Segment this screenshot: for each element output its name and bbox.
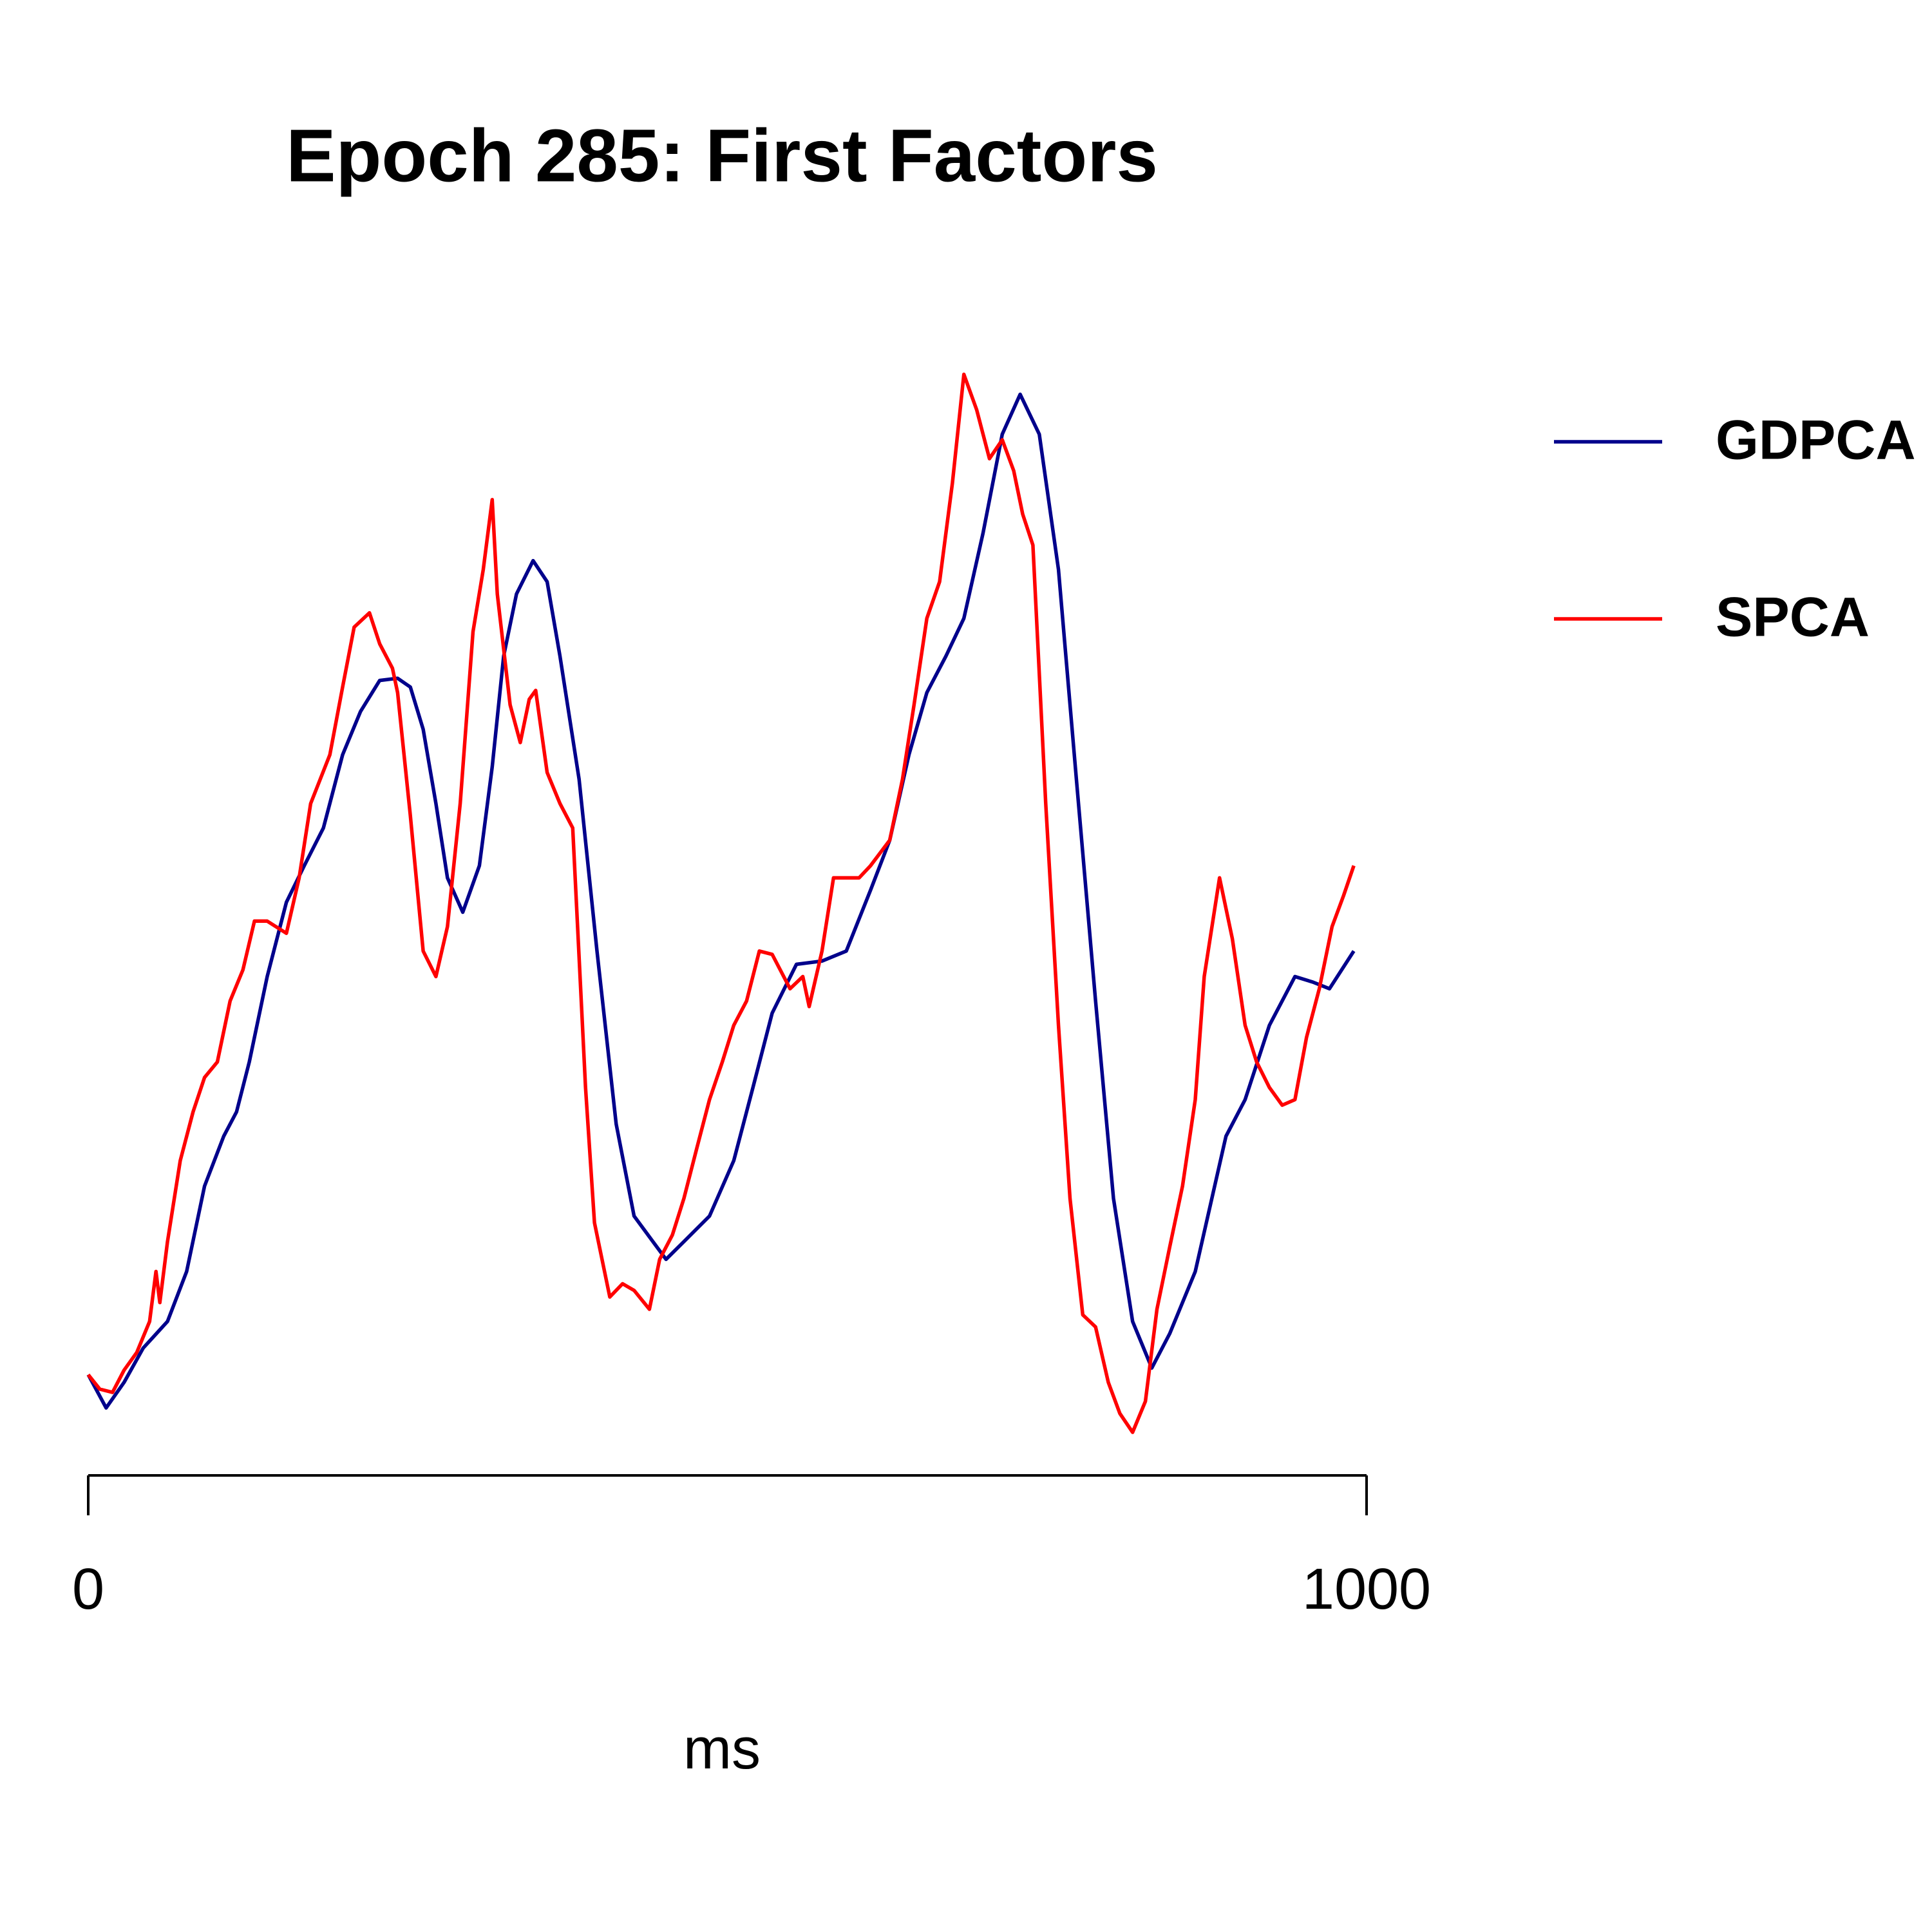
x-tick-label: 0 — [72, 1557, 104, 1622]
line-series — [86, 372, 1356, 1434]
legend-label: SPCA — [1716, 587, 1870, 649]
x-axis-label: ms — [683, 1717, 761, 1781]
chart-title: Epoch 285: First Factors — [286, 114, 1158, 198]
x-tick-label: 1000 — [1302, 1557, 1431, 1622]
line-series — [86, 392, 1356, 1410]
legend-label: GDPCA — [1716, 410, 1916, 471]
